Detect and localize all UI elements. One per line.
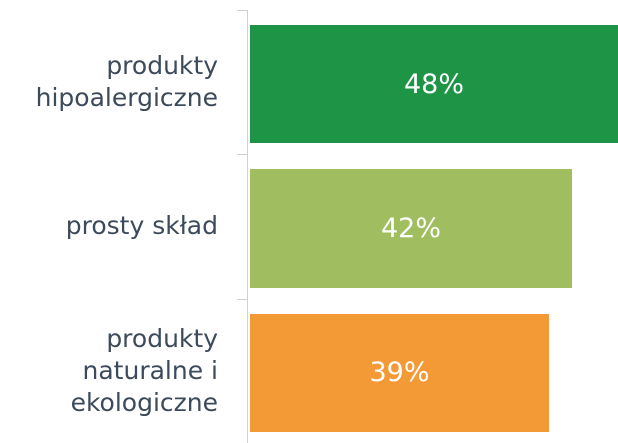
bar: 48% [250, 25, 618, 144]
axis-tick [237, 10, 247, 11]
category-label: produkty naturalne i ekologiczne [70, 323, 218, 417]
bar: 42% [250, 169, 572, 288]
value-label: 48% [403, 68, 464, 100]
axis-line [247, 10, 248, 443]
category-label: produkty hipoalergiczne [35, 51, 218, 113]
value-label: 39% [369, 357, 430, 389]
axis-tick [237, 298, 247, 300]
category-label: prosty skład [65, 211, 218, 241]
bar: 39% [250, 313, 549, 432]
axis-tick [237, 154, 247, 156]
value-label: 42% [380, 212, 441, 244]
